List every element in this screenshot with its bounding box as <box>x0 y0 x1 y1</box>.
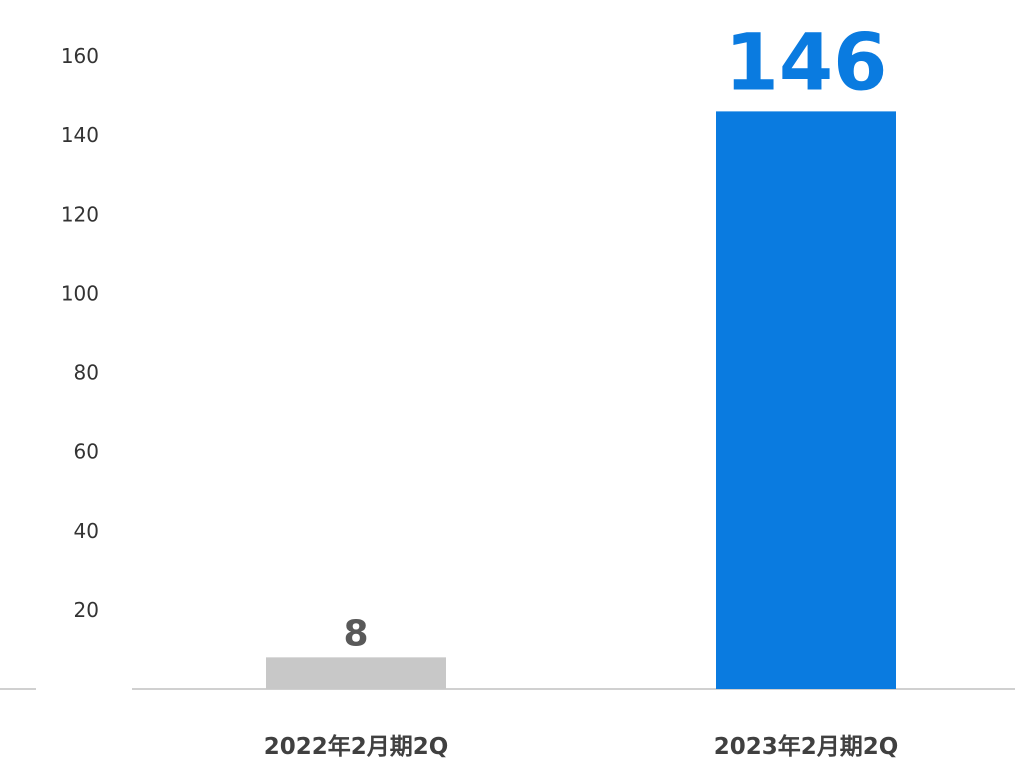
y-tick-label: 20 <box>74 598 99 622</box>
y-tick-label: 80 <box>74 361 99 385</box>
y-tick-label: 40 <box>74 519 99 543</box>
y-tick-label: 140 <box>61 123 99 147</box>
x-category-label: 2023年2月期2Q <box>714 733 899 759</box>
bar-value-label: 146 <box>725 18 888 108</box>
y-tick-label: 100 <box>61 281 99 305</box>
bar <box>266 657 446 689</box>
x-category-label: 2022年2月期2Q <box>264 733 449 759</box>
axis-gap-mask <box>36 680 132 700</box>
y-axis-tick-labels: 020406080100120140160 <box>61 44 99 701</box>
value-labels-group: 8 146 <box>343 18 887 654</box>
y-tick-label: 120 <box>61 202 99 226</box>
y-tick-label: 60 <box>74 440 99 464</box>
category-labels-group: 2022年2月期2Q 2023年2月期2Q <box>264 733 899 759</box>
bar-value-label: 8 <box>343 613 368 654</box>
bar <box>716 111 896 689</box>
y-tick-label: 160 <box>61 44 99 68</box>
bars-group <box>266 111 896 689</box>
